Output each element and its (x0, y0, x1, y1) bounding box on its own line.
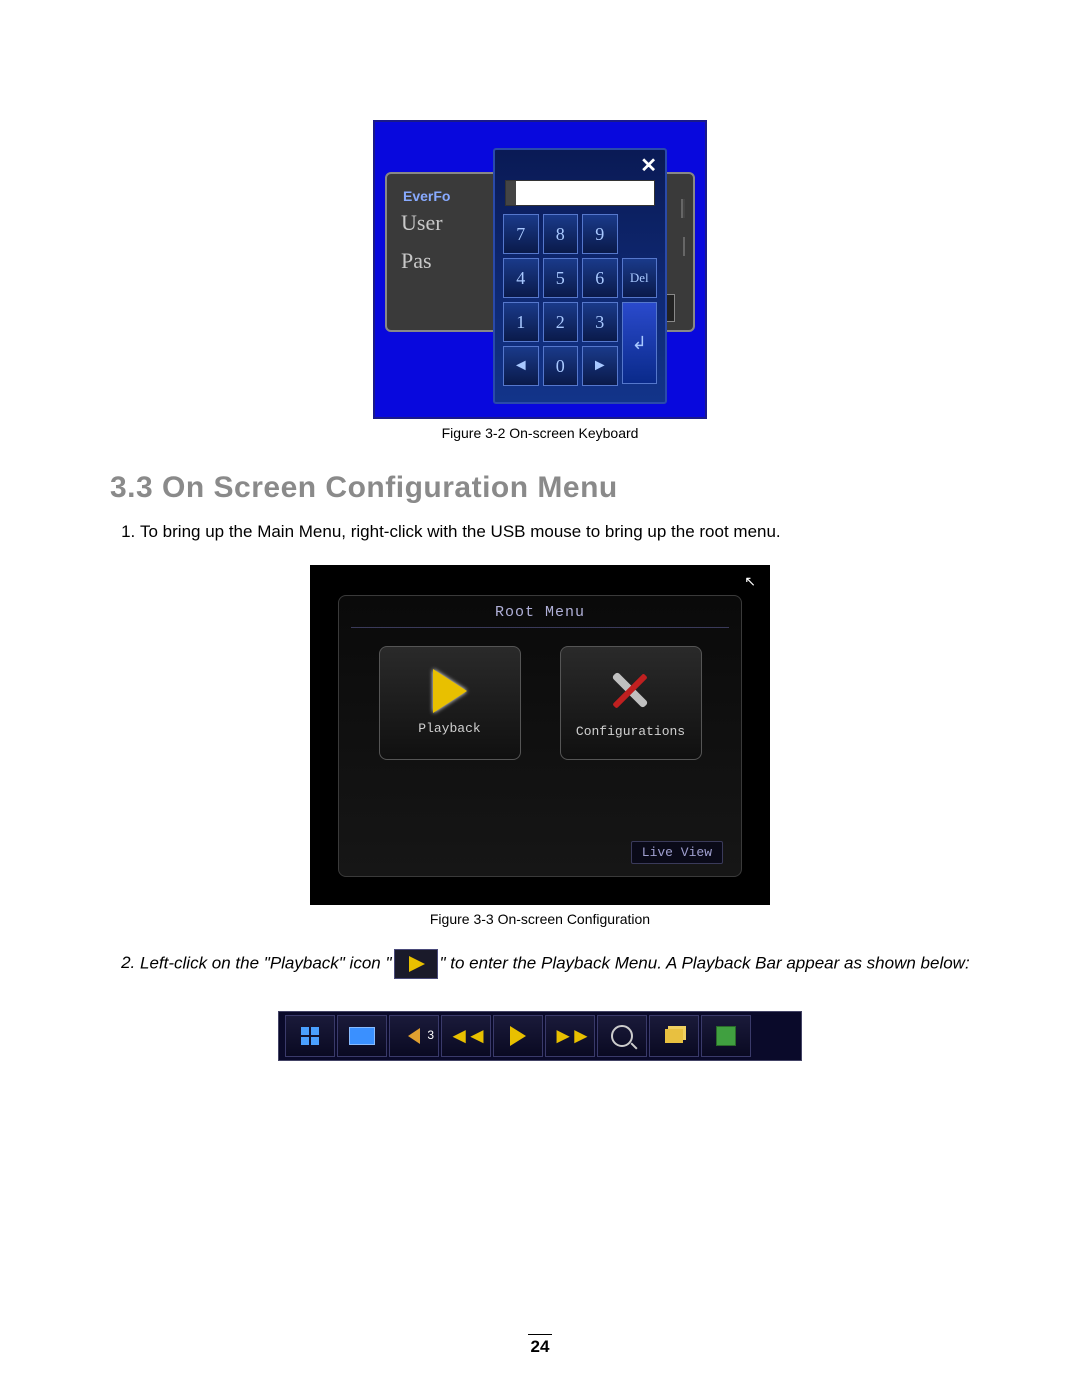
fast-forward-button[interactable]: ►► (545, 1015, 595, 1057)
playback-bar-figure: 3 ◄◄ ►► (110, 999, 970, 1061)
rewind-button[interactable]: ◄◄ (441, 1015, 491, 1057)
close-icon[interactable]: ✕ (640, 153, 657, 178)
root-menu-title: Root Menu (339, 596, 741, 621)
speaker-icon (408, 1028, 420, 1044)
user-dropdown[interactable] (681, 200, 685, 218)
instruction-2-pre: Left-click on the "Playback" icon " (140, 953, 392, 972)
playback-bar: 3 ◄◄ ►► (278, 1011, 802, 1061)
live-view-button[interactable]: Live View (631, 841, 723, 864)
divider (351, 627, 729, 628)
manual-page: EverFo User Pas el ✕ (0, 0, 1080, 1397)
fast-forward-icon: ►► (552, 1023, 588, 1049)
play-icon (510, 1026, 526, 1046)
single-view-button[interactable] (337, 1015, 387, 1057)
instruction-list-2: Left-click on the "Playback" icon " " to … (110, 949, 970, 979)
play-icon (433, 669, 467, 713)
channel-number: 3 (427, 1028, 434, 1042)
key-right[interactable]: ► (582, 346, 618, 386)
onscreen-keypad: ✕ 7 8 9 4 5 6 Del 1 2 3 ↲ (493, 148, 667, 404)
copy-button[interactable] (649, 1015, 699, 1057)
figure-3-3: ↖ Root Menu Playback Configurations (110, 565, 970, 927)
keypad-grid: 7 8 9 4 5 6 Del 1 2 3 ↲ ◄ 0 ► (495, 214, 665, 386)
audio-channel-button[interactable]: 3 (389, 1015, 439, 1057)
page-number: 24 (0, 1334, 1080, 1357)
figure-3-2: EverFo User Pas el ✕ (110, 120, 970, 441)
key-8[interactable]: 8 (543, 214, 579, 254)
user-label: User (401, 210, 443, 236)
key-1[interactable]: 1 (503, 302, 539, 342)
key-2[interactable]: 2 (543, 302, 579, 342)
keypad-display (505, 180, 655, 206)
export-button[interactable] (701, 1015, 751, 1057)
section-heading: 3.3 On Screen Configuration Menu (110, 471, 970, 505)
copy-icon (665, 1029, 683, 1043)
cursor-icon: ↖ (744, 573, 756, 590)
key-7[interactable]: 7 (503, 214, 539, 254)
instruction-2-post: " to enter the Playback Menu. A Playback… (440, 953, 970, 972)
instruction-list: To bring up the Main Menu, right-click w… (110, 519, 970, 545)
rewind-icon: ◄◄ (448, 1023, 484, 1049)
search-button[interactable] (597, 1015, 647, 1057)
password-label: Pas (401, 248, 432, 274)
playback-menu-item[interactable]: Playback (379, 646, 521, 760)
instruction-2: Left-click on the "Playback" icon " " to … (140, 949, 970, 979)
instruction-1: To bring up the Main Menu, right-click w… (140, 519, 970, 545)
root-menu-panel: Root Menu Playback Configurations Live V… (338, 595, 742, 877)
key-5[interactable]: 5 (543, 258, 579, 298)
figure-3-2-caption: Figure 3-2 On-screen Keyboard (442, 425, 639, 441)
tools-icon (606, 666, 656, 716)
key-left[interactable]: ◄ (503, 346, 539, 386)
key-enter[interactable]: ↲ (622, 302, 658, 384)
magnifier-icon (611, 1025, 633, 1047)
save-icon (716, 1026, 736, 1046)
root-menu-screenshot: ↖ Root Menu Playback Configurations (310, 565, 770, 905)
key-4[interactable]: 4 (503, 258, 539, 298)
configurations-label: Configurations (576, 724, 685, 739)
inline-playback-icon (394, 949, 438, 979)
multiview-button[interactable] (285, 1015, 335, 1057)
monitor-icon (349, 1027, 375, 1045)
configurations-menu-item[interactable]: Configurations (560, 646, 702, 760)
key-9[interactable]: 9 (582, 214, 618, 254)
keyboard-screenshot: EverFo User Pas el ✕ (373, 120, 707, 419)
key-6[interactable]: 6 (582, 258, 618, 298)
playback-label: Playback (418, 721, 480, 736)
grid-icon (301, 1027, 319, 1045)
play-button[interactable] (493, 1015, 543, 1057)
key-3[interactable]: 3 (582, 302, 618, 342)
key-0[interactable]: 0 (543, 346, 579, 386)
key-del[interactable]: Del (622, 258, 658, 298)
password-field[interactable] (683, 238, 685, 256)
figure-3-3-caption: Figure 3-3 On-screen Configuration (430, 911, 650, 927)
